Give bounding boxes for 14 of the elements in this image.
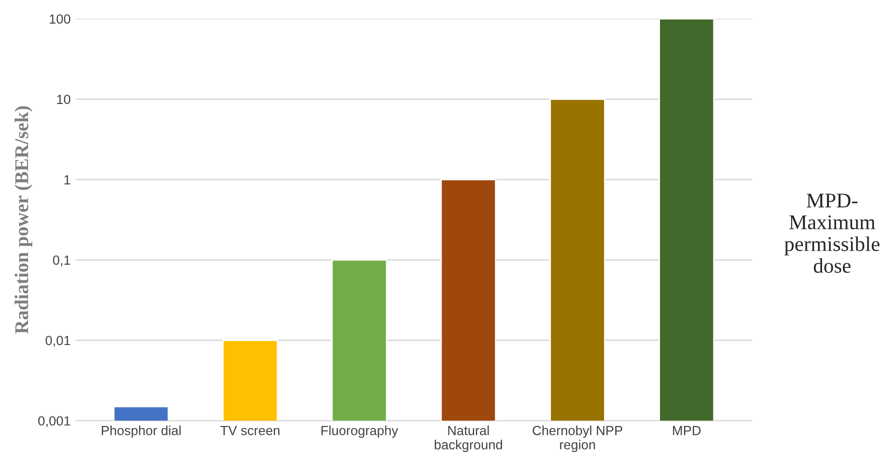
y-tick-label: 100 [50,14,70,24]
x-tick-label: Phosphor dial [102,426,181,438]
y-tick-label: 10 [57,94,70,104]
y-tick-label: 0,1 [52,255,70,266]
x-tick-label: TV screen [220,426,280,436]
x-tick-label: MPD [673,426,701,436]
text: MPD- Maximum permissible dose [784,194,880,273]
x-tick-label: Fluorography [322,426,398,438]
x-tick-label: Natural background [434,426,502,452]
y-tick-label: 1 [64,175,70,184]
y-tick-label: 0,01 [46,336,70,347]
x-tick-label: Chernobyl NPP region [532,426,622,452]
y-tick-label: 0,001 [38,416,70,428]
y-axis-title: Radiation power (BER/sek) [14,106,32,334]
